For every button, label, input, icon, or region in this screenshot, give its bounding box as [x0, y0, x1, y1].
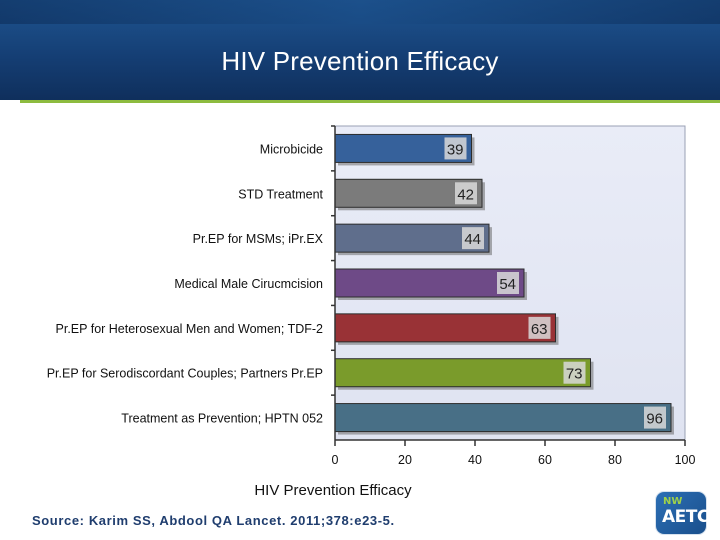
value-label: 63: [531, 321, 548, 338]
value-label: 96: [646, 411, 663, 428]
value-label: 73: [566, 366, 583, 383]
value-label-box: [563, 361, 586, 384]
bar: [334, 358, 591, 388]
value-label: 39: [447, 141, 464, 158]
logo-top-text: NW: [663, 496, 683, 507]
value-label-box: [528, 316, 551, 339]
category-label: Treatment as Prevention; HPTN 052: [121, 412, 323, 426]
category-label: Pr.EP for MSMs; iPr.EX: [193, 232, 324, 246]
value-label: 54: [499, 276, 516, 293]
x-tick-label: 20: [398, 453, 412, 467]
bar: [334, 313, 556, 343]
category-label: Pr.EP for Serodiscordant Couples; Partne…: [47, 367, 323, 381]
value-label-box: [644, 406, 666, 429]
source-citation: Source: Karim SS, Abdool QA Lancet. 2011…: [32, 513, 395, 528]
logo-main-text: AETC: [662, 507, 709, 527]
value-label-box: [497, 272, 519, 294]
slide-title: HIV Prevention Efficacy: [221, 46, 499, 76]
x-tick-label: 60: [538, 453, 552, 467]
aetc-logo: NW AETC: [656, 492, 709, 534]
x-tick-label: 40: [468, 453, 482, 467]
x-tick-label: 0: [332, 453, 339, 467]
value-label-box: [462, 227, 484, 250]
x-axis-title: HIV Prevention Efficacy: [254, 482, 412, 499]
title-underline: [20, 100, 720, 103]
value-label-box: [444, 137, 467, 160]
value-label: 42: [457, 186, 474, 203]
value-label: 44: [464, 231, 481, 248]
category-label: Pr.EP for Heterosexual Men and Women; TD…: [56, 322, 324, 336]
x-tick-label: 80: [608, 453, 622, 467]
value-label-box: [455, 182, 477, 205]
category-label: Medical Male Cirucmcision: [174, 277, 323, 291]
category-label: Microbicide: [260, 142, 323, 156]
x-tick-label: 100: [675, 453, 696, 467]
category-label: STD Treatment: [238, 187, 323, 201]
bar: [334, 403, 672, 433]
title-banner: HIV Prevention Efficacy: [0, 0, 720, 100]
bar: [334, 268, 525, 298]
